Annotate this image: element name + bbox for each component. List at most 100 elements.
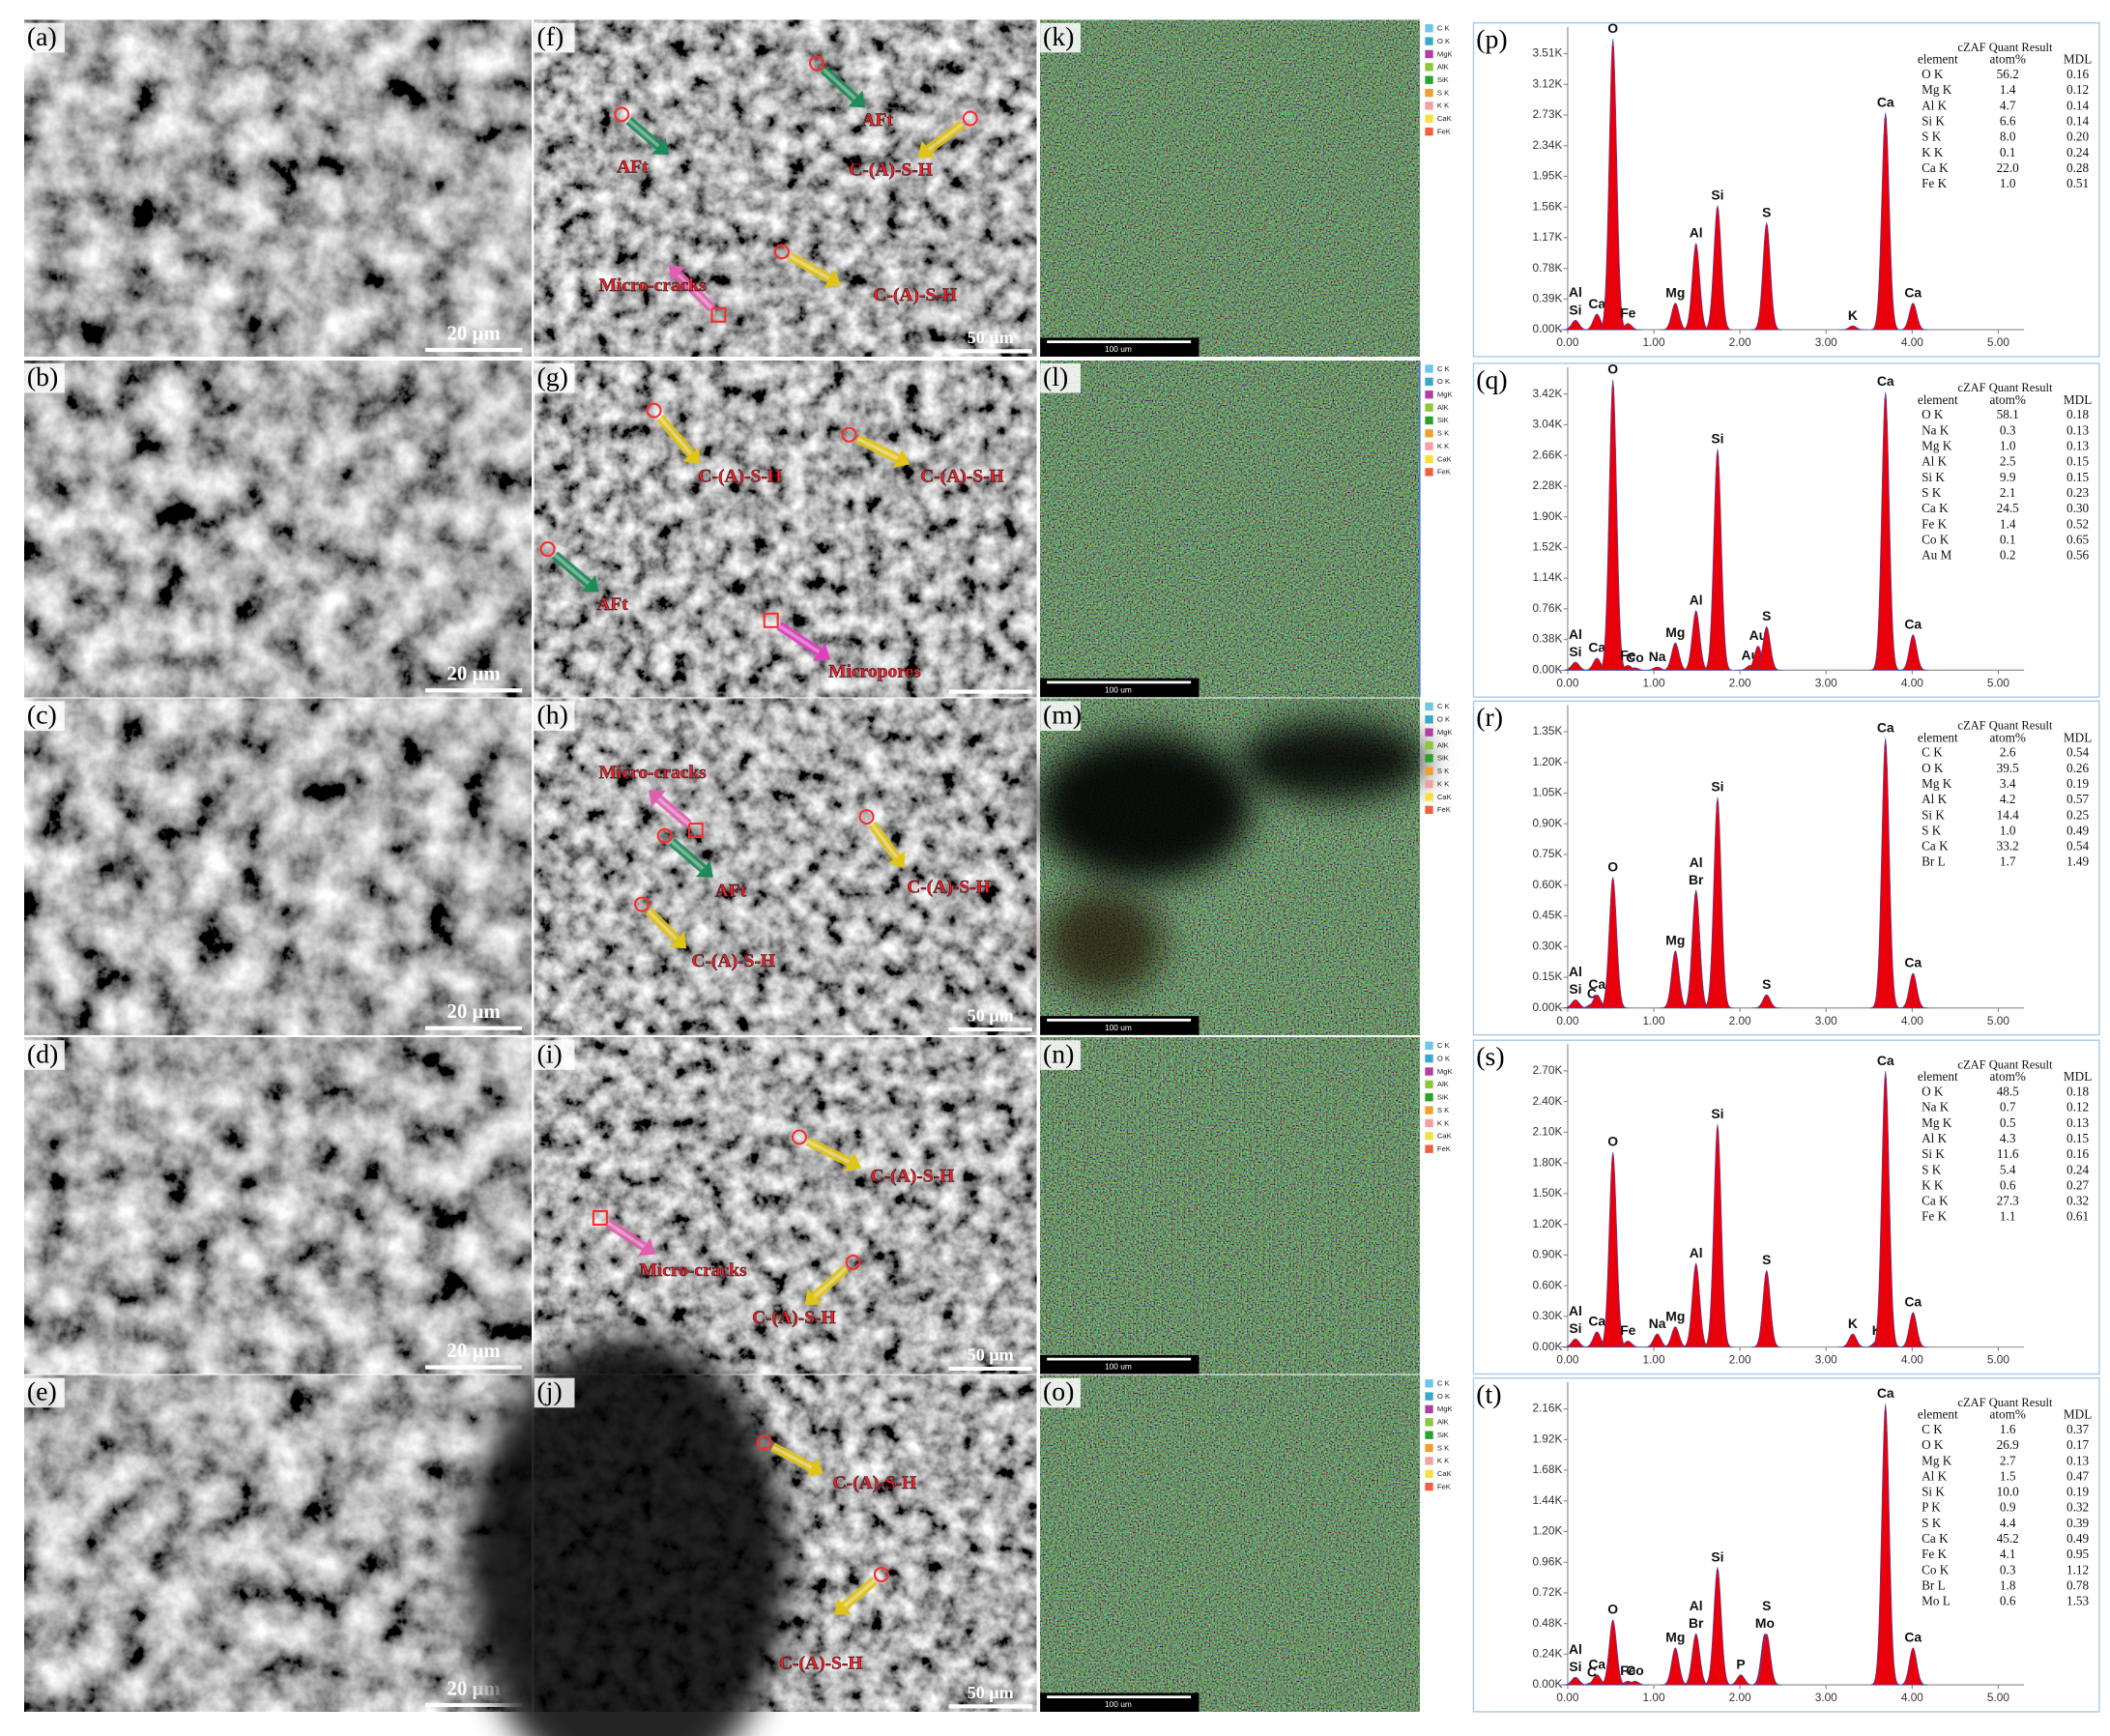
y-tick-label: 0.30K — [1532, 1309, 1562, 1322]
peak-label: Co — [1626, 1663, 1644, 1678]
table-cell: 0.18 — [2067, 1085, 2090, 1099]
arrow-head — [682, 447, 700, 465]
x-tick-label: 0.00 — [1556, 676, 1578, 689]
annotation-label: C-(A)-S-H — [907, 877, 991, 897]
table-cell: Al K — [1922, 98, 1948, 112]
x-tick-label: 4.00 — [1901, 676, 1923, 689]
table-cell: 4.1 — [2000, 1547, 2016, 1561]
arrow-shaft — [855, 434, 900, 463]
table-cell: 0.30 — [2067, 501, 2090, 515]
spectrum-peak — [1702, 796, 1733, 1009]
spectrum-peak — [1869, 1070, 1901, 1347]
marker-circle — [845, 1254, 861, 1270]
spectrum-peak — [1702, 1123, 1733, 1347]
eds-map — [1040, 1037, 1420, 1374]
table-cell: 0.14 — [2067, 98, 2090, 112]
table-cell: 0.54 — [2067, 839, 2090, 854]
y-tick-label: 1.95K — [1532, 169, 1562, 183]
arrow-shaft — [605, 1219, 648, 1251]
legend-label: CaK — [1437, 1469, 1453, 1478]
sem-image — [534, 698, 1037, 1035]
legend-swatch — [1425, 702, 1433, 711]
x-tick-label: 3.00 — [1815, 1014, 1837, 1027]
x-tick-label: 3.00 — [1815, 676, 1837, 689]
scale-label: 50 μm — [968, 1683, 1014, 1702]
table-header: MDL — [2064, 52, 2092, 67]
legend-swatch — [1425, 1431, 1433, 1439]
peak-label: Al — [1690, 225, 1703, 241]
legend-swatch — [1425, 364, 1433, 373]
table-header: element — [1918, 392, 1958, 407]
table-cell: S K — [1922, 1516, 1942, 1530]
legend-label: AlK — [1437, 63, 1450, 72]
annotation-label: C-(A)-S-H — [698, 467, 782, 487]
dark-region — [1036, 733, 1252, 882]
table-cell: 0.24 — [2067, 1162, 2090, 1176]
y-tick-label: 1.35K — [1532, 724, 1562, 738]
legend-label: S K — [1437, 429, 1450, 438]
spectrum-peak — [1750, 625, 1782, 671]
peak-label: Si — [1711, 1548, 1723, 1564]
table-cell: 0.13 — [2067, 439, 2090, 453]
legend-label: K K — [1437, 1457, 1450, 1465]
legend-swatch — [1425, 1392, 1433, 1401]
table-cell: 0.56 — [2067, 548, 2090, 563]
spectrum-peak — [1897, 972, 1929, 1009]
table-title: cZAF Quant Result — [1957, 1058, 2053, 1072]
marker-circle — [539, 541, 556, 558]
table-cell: 0.13 — [2067, 1453, 2090, 1467]
label-bg — [1040, 1040, 1081, 1070]
arrow-core — [806, 1140, 851, 1164]
arrow-shaft — [551, 551, 593, 588]
y-tick-label: 0.00K — [1532, 322, 1562, 335]
peak-label: Si — [1569, 1659, 1581, 1674]
table-cell: 1.49 — [2067, 854, 2090, 869]
peak-label: Ca — [1588, 640, 1605, 655]
y-tick-label: 0.00K — [1532, 1677, 1562, 1691]
peak-label: Mg — [1665, 1630, 1685, 1645]
arrow-head — [581, 575, 599, 593]
peak-label: Br — [1689, 1615, 1704, 1631]
table-cell: 2.5 — [2000, 454, 2016, 469]
legend-swatch — [1425, 1469, 1433, 1478]
table-cell: Fe K — [1922, 1209, 1948, 1224]
peak-label: Co — [1626, 650, 1644, 665]
legend-label: AlK — [1437, 1418, 1450, 1427]
x-tick-label: 5.00 — [1987, 676, 2009, 689]
peak-label: Ca — [1904, 1630, 1922, 1645]
legend-label: C K — [1437, 702, 1451, 710]
peak-label: Ca — [1877, 719, 1894, 735]
x-tick-label: 0.00 — [1556, 1353, 1578, 1367]
panel-label: (h) — [536, 700, 567, 730]
table-cell: 33.2 — [1997, 839, 2019, 854]
table-cell: 0.51 — [2067, 176, 2089, 190]
sem-image — [534, 361, 1037, 698]
peak-label: Al — [1569, 626, 1582, 642]
legend-swatch — [1425, 1418, 1433, 1427]
table-cell: C K — [1922, 1422, 1943, 1436]
table-cell: Mg K — [1922, 82, 1952, 97]
marker-circle — [614, 106, 630, 123]
table-cell: Al K — [1922, 454, 1948, 469]
scale-label: 100 um — [1105, 1362, 1132, 1372]
panel-label: (i) — [536, 1039, 562, 1069]
legend-swatch — [1425, 779, 1433, 789]
label-bg — [24, 1040, 65, 1070]
legend-label: C K — [1437, 1379, 1451, 1388]
arrow-head — [669, 931, 687, 949]
arrow-core — [823, 68, 857, 101]
table-cell: Na K — [1922, 422, 1950, 437]
y-tick-label: 1.44K — [1532, 1493, 1562, 1507]
arrow-core — [647, 910, 679, 940]
table-cell: 0.15 — [2067, 1131, 2090, 1145]
table-header: element — [1918, 730, 1958, 744]
arrow-core — [553, 553, 591, 585]
arrow-core — [777, 623, 821, 653]
table-cell: 1.0 — [2000, 823, 2016, 837]
table-cell: S K — [1922, 485, 1942, 500]
spectrum-peak — [1612, 1340, 1643, 1347]
arrow-shaft — [656, 414, 695, 457]
label-bg — [1040, 701, 1081, 731]
legend-swatch — [1425, 1080, 1433, 1089]
peak-label: Ca — [1877, 1053, 1894, 1068]
